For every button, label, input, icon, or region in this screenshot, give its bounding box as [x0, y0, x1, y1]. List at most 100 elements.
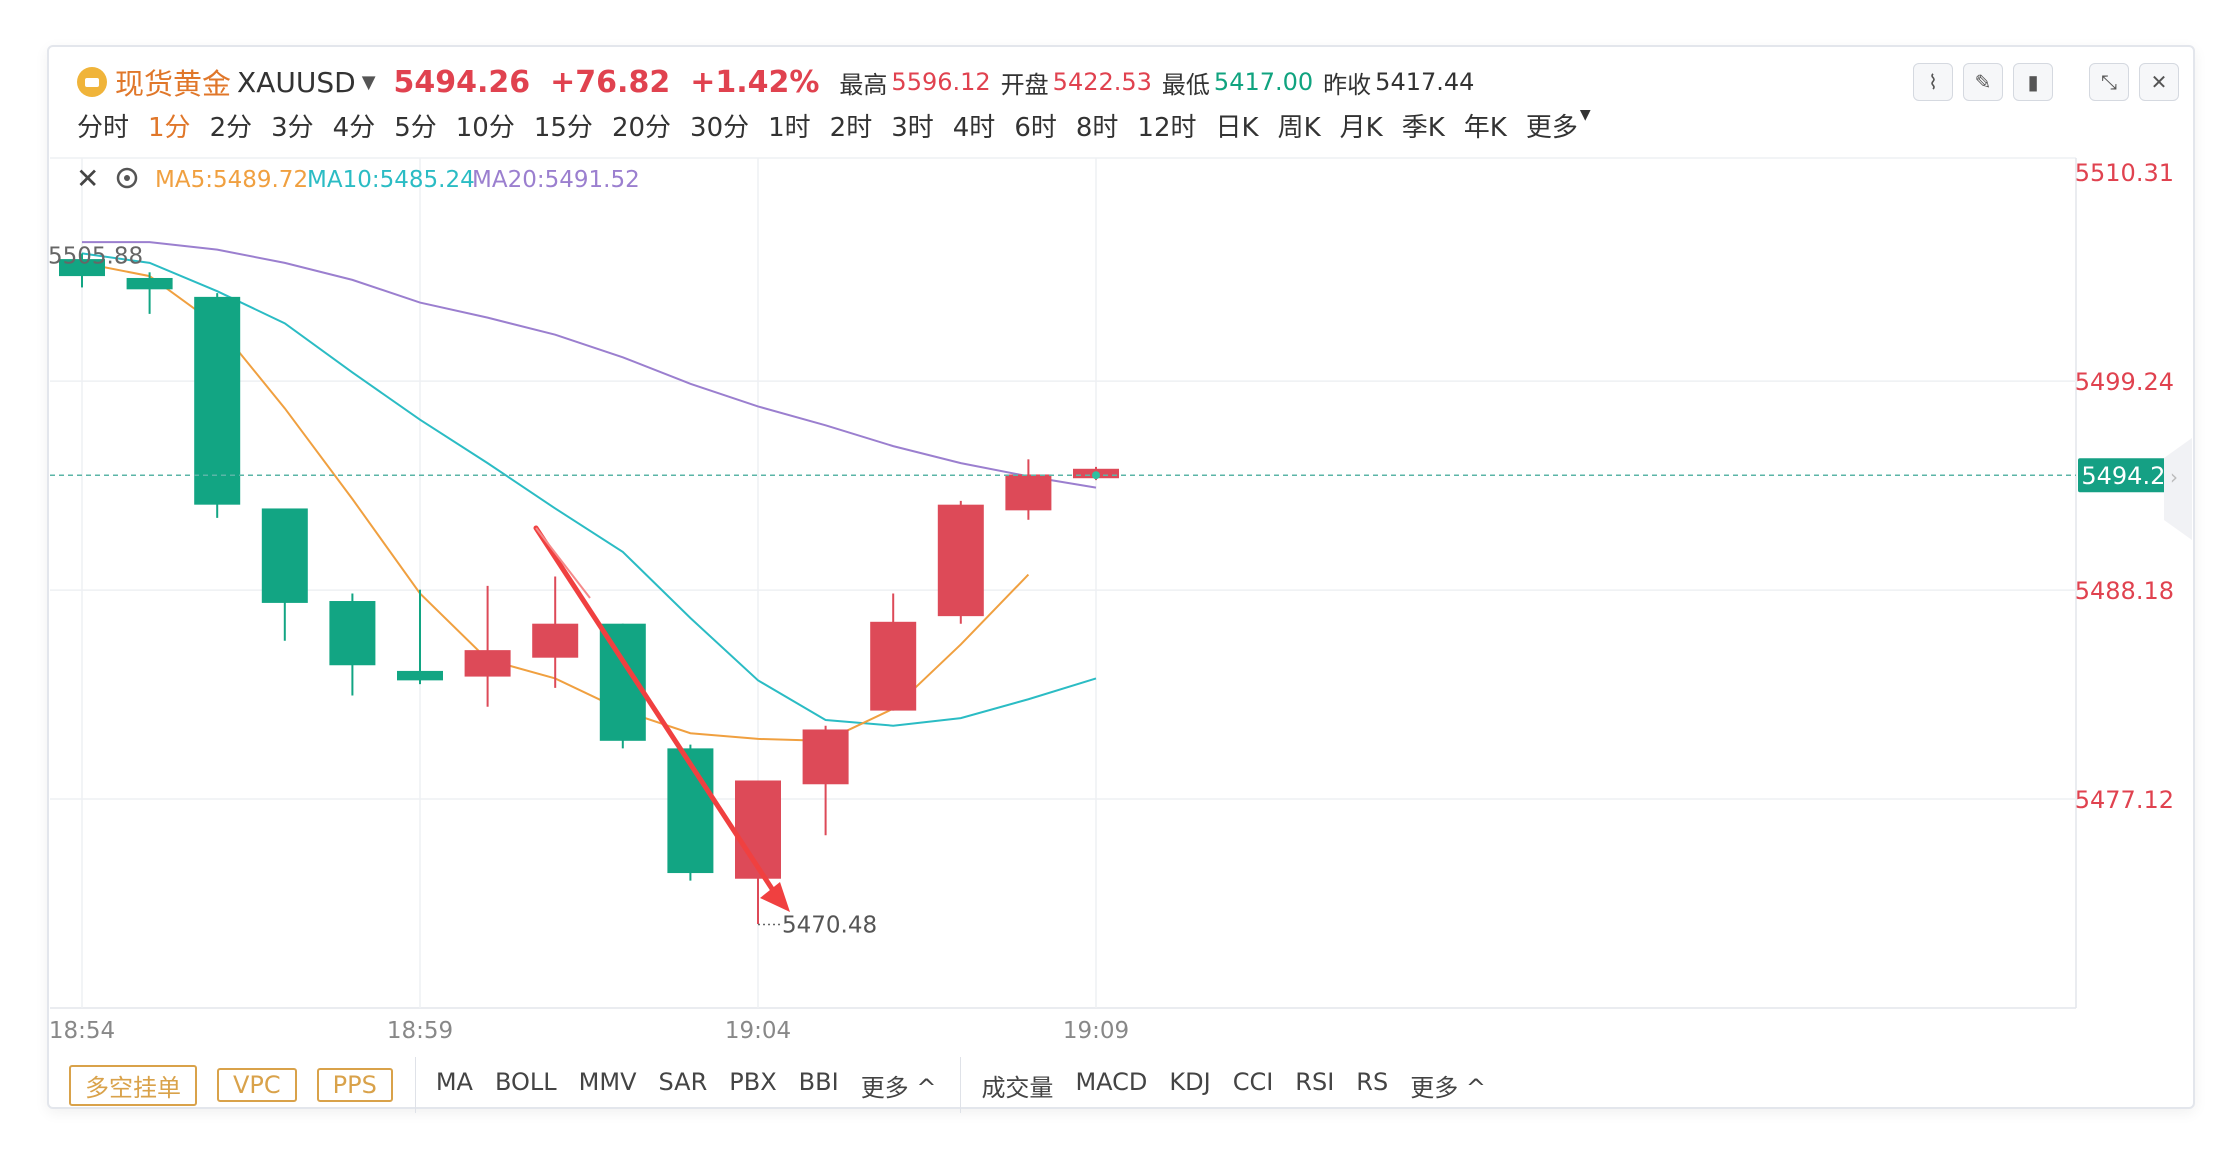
- chevron-right-icon: ›: [2170, 465, 2178, 489]
- chevron-down-icon[interactable]: ▼: [361, 71, 376, 93]
- y-tick-label: 5499.24: [2075, 368, 2174, 396]
- tab-period[interactable]: 1时: [768, 113, 811, 143]
- candle-body: [1005, 474, 1052, 511]
- x-tick-label: 18:59: [387, 1018, 453, 1044]
- line-tool-icon[interactable]: ⌇: [1913, 63, 1953, 101]
- tab-period[interactable]: 15分: [533, 113, 593, 143]
- divider: [414, 1057, 416, 1113]
- candle-body: [735, 780, 781, 879]
- tab-period[interactable]: 周K: [1277, 113, 1321, 143]
- tab-period[interactable]: 2时: [829, 113, 873, 143]
- close-icon[interactable]: ✕: [2139, 63, 2179, 101]
- price-change: +76.82: [550, 64, 671, 100]
- ma10-line: [81, 252, 1097, 727]
- tab-period[interactable]: 季K: [1401, 113, 1445, 143]
- tab-period[interactable]: 3时: [891, 113, 934, 143]
- collapse-icon[interactable]: ⤡: [2089, 63, 2129, 101]
- period-tabs: 分时 1分 2分 3分 4分 5分 10分 15分 20分 30分 1时 2时 3时 4时 6时 8时 12时日…: [77, 107, 1610, 144]
- tab-period[interactable]: 分时: [77, 113, 130, 143]
- tab-period[interactable]: 10分: [455, 113, 515, 143]
- candle-body: [397, 670, 443, 681]
- tab-period[interactable]: 30分: [690, 113, 750, 143]
- candle-body: [194, 296, 241, 505]
- ma20-line: [82, 241, 1097, 489]
- toolbar: ⌇ ✎ ▮ ⤡ ✕: [1903, 63, 2179, 101]
- main-indicator-item[interactable]: 更多 ^: [860, 1073, 937, 1102]
- main-indicator-item[interactable]: PBX: [729, 1067, 777, 1096]
- tab-period[interactable]: 年K: [1463, 113, 1507, 143]
- x-tick-label: 19:09: [1063, 1018, 1129, 1044]
- tab-period[interactable]: 4时: [952, 113, 996, 143]
- sub-indicator-item[interactable]: 成交量: [981, 1073, 1054, 1102]
- divider: [960, 1057, 962, 1113]
- sub-indicator-item[interactable]: RSI: [1295, 1067, 1335, 1096]
- legend-ma20: MA20:5491.52: [472, 167, 640, 193]
- high-marker-label: 5505.88: [48, 244, 143, 270]
- x-tick-label: 18:54: [49, 1018, 115, 1044]
- tag-long-short[interactable]: 多空挂单: [69, 1064, 197, 1106]
- legend-ma5: MA5:5489.72: [155, 167, 308, 193]
- candle-body: [802, 729, 849, 785]
- y-tick-label: 5510.31: [2075, 159, 2174, 187]
- tab-period[interactable]: 月K: [1339, 113, 1383, 143]
- instrument-symbol[interactable]: XAUUSD: [237, 65, 356, 99]
- chevron-down-icon[interactable]: ▼: [1579, 107, 1591, 123]
- main-indicator-item[interactable]: BOLL: [494, 1067, 557, 1096]
- sub-indicator-item[interactable]: MACD: [1075, 1067, 1148, 1096]
- close-icon: ✕: [76, 162, 99, 195]
- legend-ma10: MA10:5485.24: [307, 167, 475, 193]
- candle-body: [532, 623, 579, 658]
- tab-period[interactable]: 5分: [394, 113, 437, 143]
- settings-icon: [124, 175, 130, 181]
- low-label: 最低: [1161, 70, 1210, 99]
- instrument-name[interactable]: 现货黄金: [115, 67, 232, 101]
- prev-close-value: 5417.44: [1375, 68, 1475, 96]
- sub-indicator-item[interactable]: RS: [1356, 1067, 1389, 1096]
- main-indicator-item[interactable]: SAR: [658, 1067, 708, 1096]
- quote-header: 现货黄金 XAUUSD ▼ 5494.26 +76.82 +1.42% 最高 5…: [77, 61, 1484, 103]
- candle-body: [329, 601, 376, 666]
- open-label: 开盘: [1000, 70, 1049, 99]
- tab-period[interactable]: 日K: [1215, 113, 1259, 143]
- y-tick-label: 5488.18: [2075, 577, 2174, 605]
- tab-period[interactable]: 1分: [148, 113, 191, 143]
- tab-period[interactable]: 3分: [271, 113, 314, 143]
- prev-close-label: 昨收: [1323, 70, 1372, 99]
- low-marker-label: 5470.48: [782, 912, 877, 938]
- current-price-tag: [2078, 458, 2184, 493]
- candle-body: [59, 259, 105, 277]
- annotation-arrow-tail: [535, 527, 591, 599]
- tab-period[interactable]: 6时: [1014, 113, 1057, 143]
- tab-period[interactable]: 8时: [1075, 113, 1119, 143]
- sub-indicator-item[interactable]: KDJ: [1169, 1067, 1211, 1096]
- candle-body: [870, 621, 917, 711]
- main-indicator-item[interactable]: BBI: [798, 1067, 839, 1096]
- candle-body: [261, 508, 308, 603]
- y-tick-label: 5477.12: [2075, 786, 2174, 814]
- settings-icon: [116, 167, 138, 189]
- tab-period[interactable]: 12时: [1137, 113, 1197, 143]
- high-label: 最高: [839, 70, 888, 99]
- main-indicator-item[interactable]: MA: [435, 1067, 473, 1096]
- current-price-dot: [1092, 471, 1100, 480]
- candle-body: [937, 504, 984, 617]
- candle-style-icon[interactable]: ▮: [2013, 63, 2053, 101]
- sub-indicator-item[interactable]: CCI: [1232, 1067, 1274, 1096]
- gold-icon: [77, 67, 107, 97]
- annotation-arrowhead: [760, 882, 790, 912]
- low-value: 5417.00: [1213, 68, 1314, 96]
- last-price: 5494.26: [393, 64, 531, 100]
- tab-period[interactable]: 20分: [611, 113, 672, 143]
- main-indicator-item[interactable]: MMV: [578, 1067, 637, 1096]
- annotation-arrow: [533, 525, 781, 901]
- tab-period[interactable]: 2分: [209, 113, 253, 143]
- sub-indicator-item[interactable]: 更多 ^: [1410, 1073, 1486, 1102]
- tab-period[interactable]: 4分: [332, 113, 376, 143]
- chart-panel: 现货黄金 XAUUSD ▼ 5494.26 +76.82 +1.42% 最高 5…: [47, 45, 2195, 1113]
- tag-vpc[interactable]: VPC: [217, 1068, 297, 1102]
- price-change-pct: +1.42%: [690, 64, 820, 100]
- pen-icon[interactable]: ✎: [1963, 63, 2003, 101]
- tag-pps[interactable]: PPS: [316, 1068, 393, 1102]
- tab-period[interactable]: 更多: [1525, 113, 1578, 143]
